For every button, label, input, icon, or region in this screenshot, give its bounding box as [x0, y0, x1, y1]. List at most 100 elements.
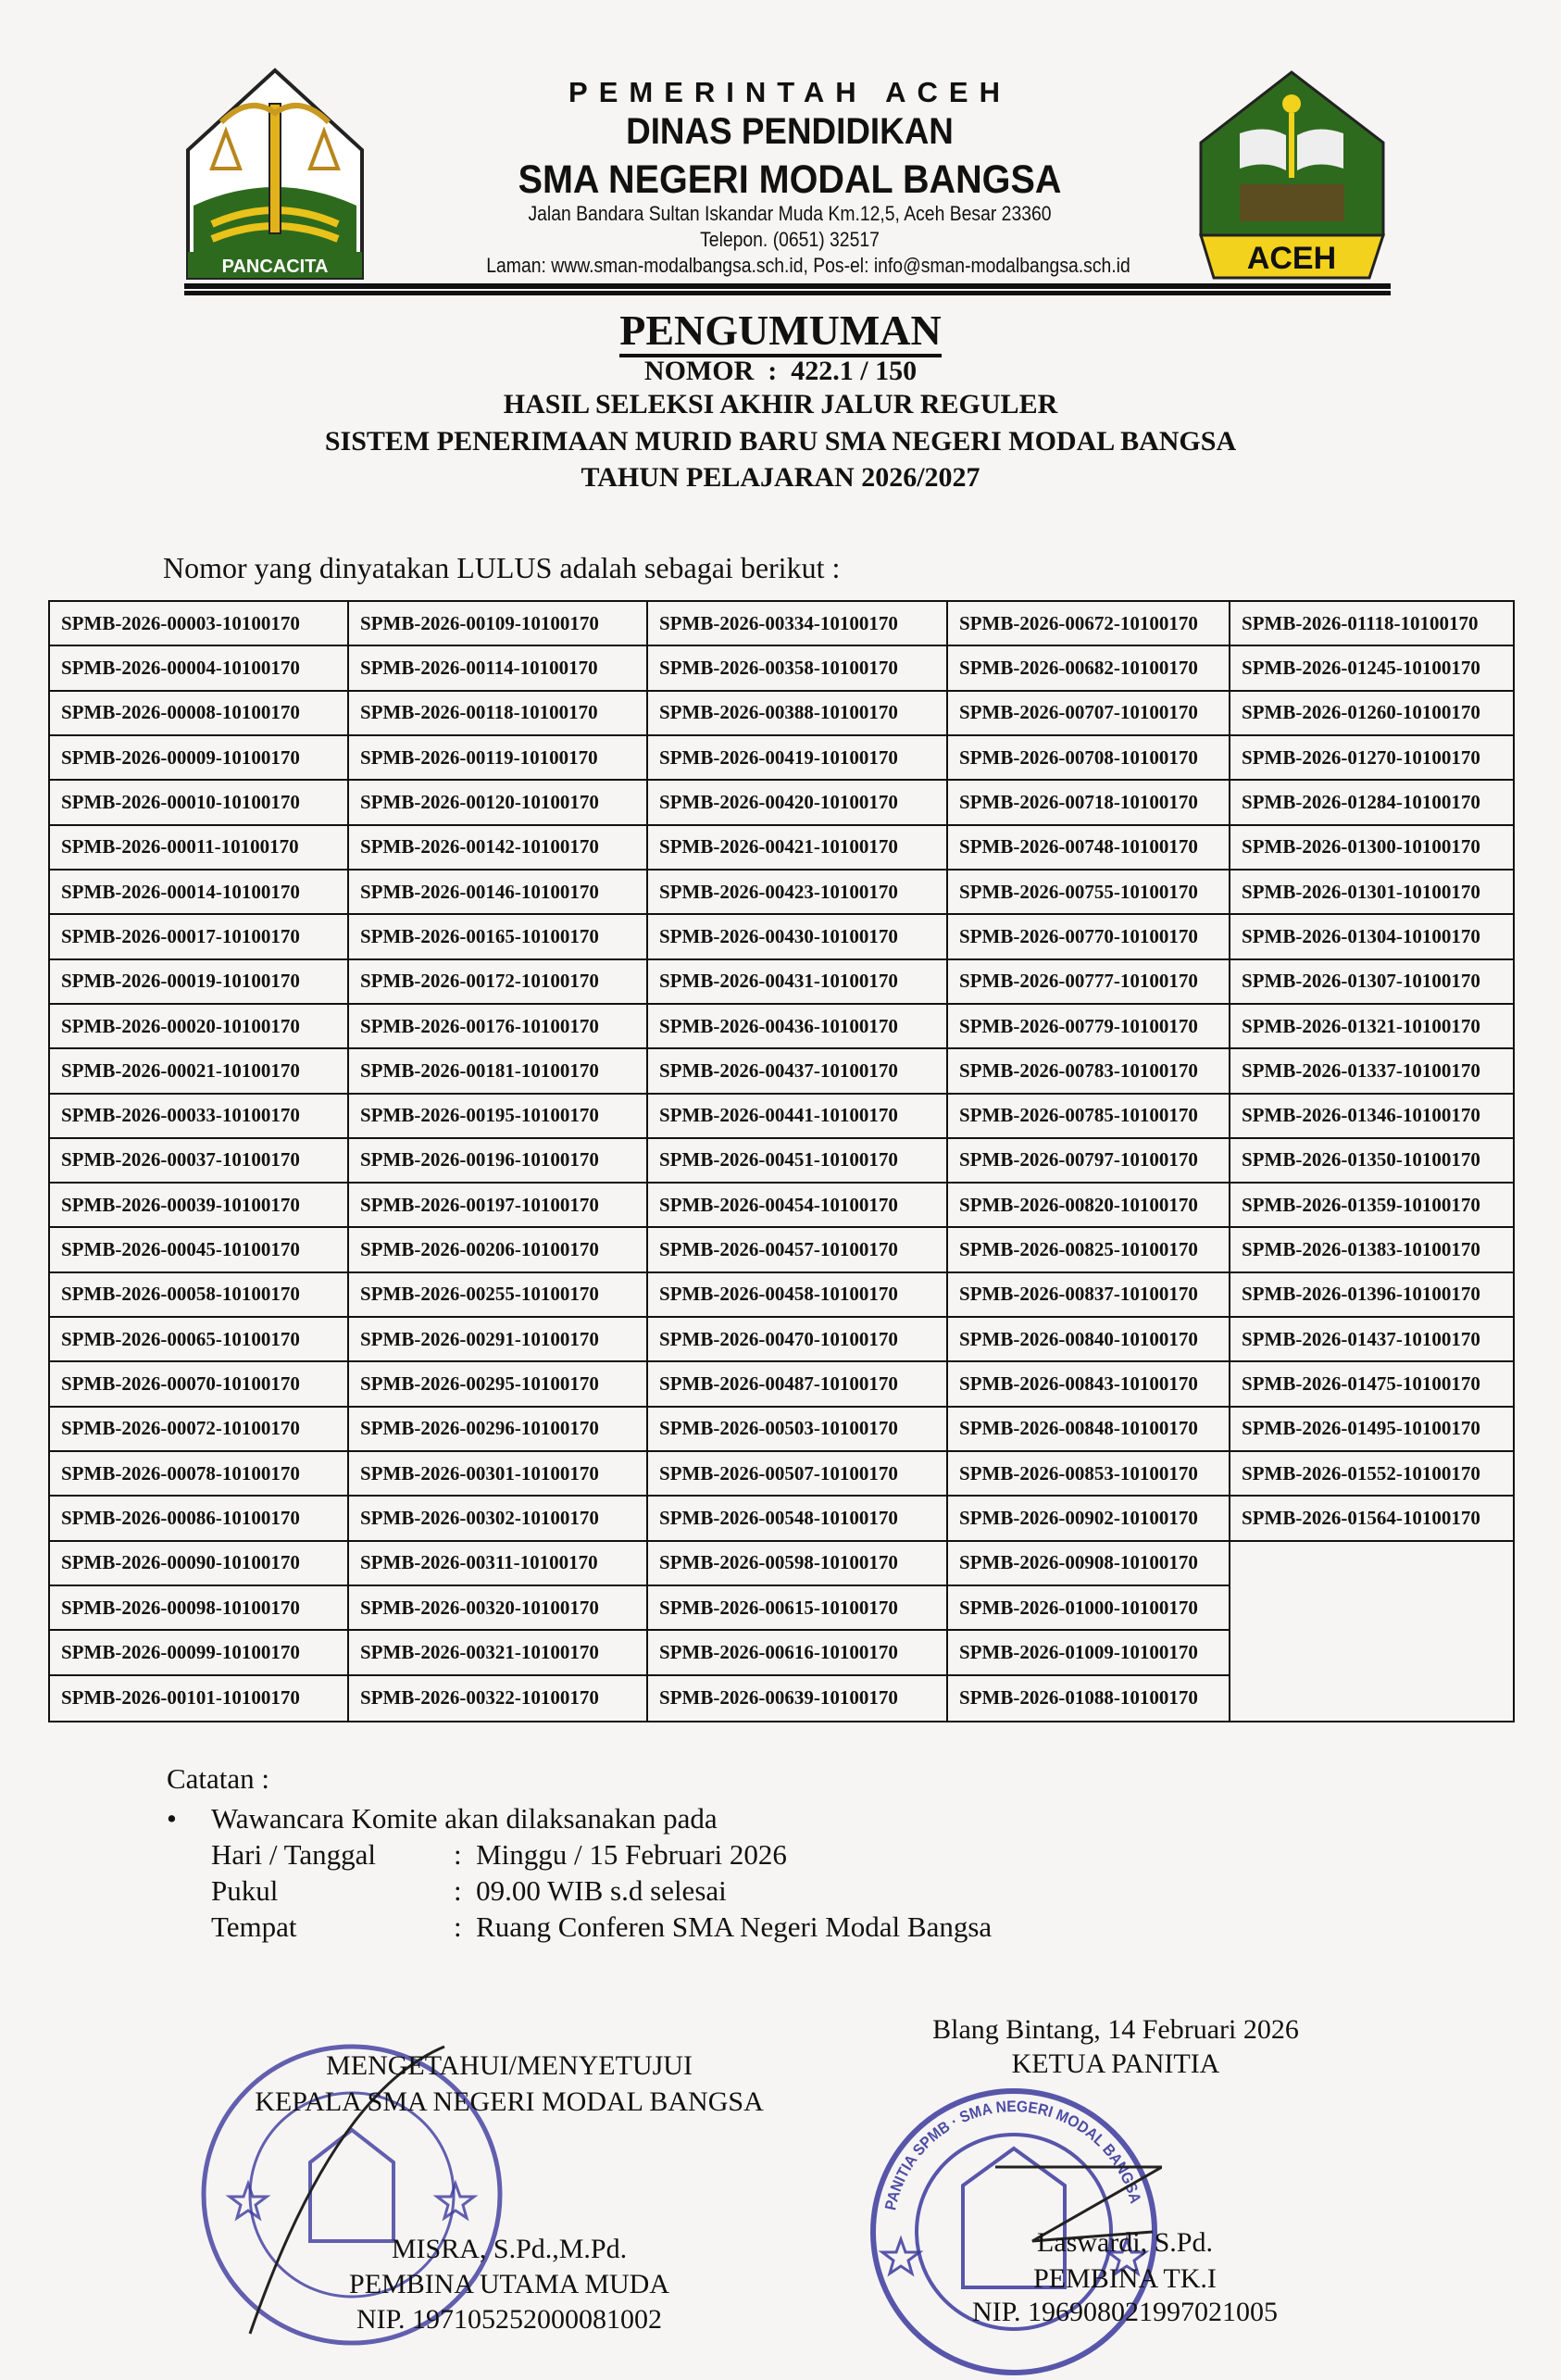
- passed-numbers-table: SPMB-2026-00003-10100170 SPMB-2026-00109-…: [48, 600, 1515, 1722]
- notes-bullet: Wawancara Komite akan dilaksanakan pada: [211, 1802, 718, 1835]
- announcement-subject-1: HASIL SELEKSI AKHIR JALUR REGULER: [503, 389, 1058, 420]
- passed-number-cell: SPMB-2026-00196-10100170: [349, 1138, 648, 1184]
- passed-number-cell: SPMB-2026-00548-10100170: [648, 1497, 948, 1542]
- passed-number-cell: SPMB-2026-00021-10100170: [50, 1049, 349, 1095]
- right-signatory-nip: NIP. 196908021997021005: [971, 2297, 1278, 2327]
- passed-number-cell: SPMB-2026-00058-10100170: [50, 1272, 349, 1319]
- left-stamp: [201, 2044, 503, 2346]
- passed-number-cell: SPMB-2026-01346-10100170: [1230, 1095, 1513, 1139]
- passed-number-cell: SPMB-2026-00334-10100170: [648, 602, 948, 647]
- passed-number-cell: SPMB-2026-00825-10100170: [948, 1228, 1230, 1273]
- passed-number-cell: SPMB-2026-00146-10100170: [349, 870, 648, 916]
- passed-number-cell: SPMB-2026-00296-10100170: [349, 1407, 648, 1453]
- passed-number-cell: SPMB-2026-01359-10100170: [1230, 1184, 1513, 1229]
- passed-number-cell: SPMB-2026-00672-10100170: [948, 602, 1230, 647]
- right-signatory-title: KETUA PANITIA: [1011, 2048, 1220, 2079]
- passed-number-cell: SPMB-2026-00616-10100170: [648, 1631, 948, 1676]
- passed-number-cell: SPMB-2026-00783-10100170: [948, 1049, 1230, 1095]
- passed-number-cell: SPMB-2026-00090-10100170: [50, 1541, 349, 1587]
- passed-number-cell: SPMB-2026-01000-10100170: [948, 1586, 1230, 1632]
- passed-number-cell: SPMB-2026-00708-10100170: [948, 735, 1230, 782]
- school-address: Jalan Bandara Sultan Iskandar Muda Km.12…: [528, 202, 1052, 225]
- passed-number-cell: SPMB-2026-00321-10100170: [349, 1631, 648, 1676]
- star-icon: [1104, 2235, 1150, 2277]
- passed-number-cell: SPMB-2026-00033-10100170: [50, 1094, 349, 1139]
- school-web-email: Laman: www.sman-modalbangsa.sch.id, Pos-…: [486, 254, 1130, 277]
- passed-number-cell: SPMB-2026-00078-10100170: [50, 1452, 349, 1497]
- passed-number-cell: SPMB-2026-00419-10100170: [648, 735, 948, 782]
- passed-number-cell: SPMB-2026-00457-10100170: [648, 1228, 948, 1273]
- passed-number-cell: SPMB-2026-00302-10100170: [349, 1497, 648, 1542]
- passed-number-cell: SPMB-2026-00065-10100170: [50, 1318, 349, 1363]
- empty-cell: [1230, 1542, 1513, 1721]
- passed-number-cell: SPMB-2026-00099-10100170: [50, 1631, 349, 1676]
- passed-number-cell: SPMB-2026-00109-10100170: [349, 602, 648, 647]
- passed-number-cell: SPMB-2026-00118-10100170: [349, 691, 648, 736]
- passed-number-cell: SPMB-2026-00837-10100170: [948, 1272, 1230, 1319]
- passed-number-cell: SPMB-2026-01245-10100170: [1230, 646, 1513, 692]
- pancacita-logo-text: PANCACITA: [222, 257, 329, 277]
- passed-number-cell: SPMB-2026-01495-10100170: [1230, 1408, 1513, 1453]
- passed-number-cell: SPMB-2026-00142-10100170: [349, 825, 648, 871]
- star-icon: [432, 2179, 479, 2222]
- passed-number-cell: SPMB-2026-00101-10100170: [50, 1675, 349, 1721]
- passed-number-cell: SPMB-2026-00779-10100170: [948, 1004, 1230, 1050]
- passed-number-cell: SPMB-2026-00908-10100170: [948, 1541, 1230, 1587]
- passed-number-cell: SPMB-2026-00172-10100170: [349, 959, 648, 1005]
- passed-number-cell: SPMB-2026-00436-10100170: [648, 1004, 948, 1050]
- passed-number-cell: SPMB-2026-00008-10100170: [50, 691, 349, 736]
- passed-number-cell: SPMB-2026-00120-10100170: [349, 781, 648, 826]
- passed-number-cell: SPMB-2026-00718-10100170: [948, 781, 1230, 826]
- school-phone: Telepon. (0651) 32517: [700, 228, 880, 251]
- passed-number-cell: SPMB-2026-00598-10100170: [648, 1541, 948, 1587]
- passed-number-cell: SPMB-2026-00487-10100170: [648, 1362, 948, 1408]
- passed-number-cell: SPMB-2026-01475-10100170: [1230, 1362, 1513, 1408]
- passed-number-cell: SPMB-2026-00421-10100170: [648, 825, 948, 871]
- intro-text: Nomor yang dinyatakan LULUS adalah sebag…: [163, 551, 841, 584]
- passed-number-cell: SPMB-2026-00358-10100170: [648, 646, 948, 692]
- passed-number-cell: SPMB-2026-00785-10100170: [948, 1094, 1230, 1139]
- passed-number-cell: SPMB-2026-00470-10100170: [648, 1318, 948, 1363]
- passed-number-cell: SPMB-2026-01009-10100170: [948, 1631, 1230, 1676]
- passed-number-cell: SPMB-2026-00320-10100170: [349, 1586, 648, 1632]
- left-approval-label: MENGETAHUI/MENYETUJUI: [326, 2050, 693, 2081]
- passed-number-cell: SPMB-2026-00777-10100170: [948, 959, 1230, 1005]
- passed-number-cell: SPMB-2026-01260-10100170: [1230, 692, 1513, 736]
- star-icon: [878, 2235, 924, 2277]
- passed-number-cell: SPMB-2026-01337-10100170: [1230, 1049, 1513, 1095]
- passed-number-cell: SPMB-2026-00072-10100170: [50, 1407, 349, 1453]
- notes-value-time: : 09.00 WIB s.d selesai: [454, 1874, 727, 1907]
- passed-number-cell: SPMB-2026-00507-10100170: [648, 1452, 948, 1497]
- passed-number-cell: SPMB-2026-00311-10100170: [349, 1541, 648, 1587]
- announcement-title: PENGUMUMAN: [0, 306, 1561, 357]
- passed-number-cell: SPMB-2026-00114-10100170: [349, 646, 648, 692]
- notes-label-date: Hari / Tanggal: [211, 1838, 377, 1871]
- passed-number-cell: SPMB-2026-00009-10100170: [50, 735, 349, 782]
- passed-number-cell: SPMB-2026-00503-10100170: [648, 1407, 948, 1453]
- passed-number-cell: SPMB-2026-00388-10100170: [648, 691, 948, 736]
- place-date: Blang Bintang, 14 Februari 2026: [932, 2014, 1299, 2045]
- passed-number-cell: SPMB-2026-00853-10100170: [948, 1452, 1230, 1497]
- passed-number-cell: SPMB-2026-01088-10100170: [948, 1675, 1230, 1721]
- passed-number-cell: SPMB-2026-00451-10100170: [648, 1138, 948, 1184]
- letterhead-divider: [184, 283, 1391, 291]
- passed-number-cell: SPMB-2026-00003-10100170: [50, 602, 349, 647]
- passed-number-cell: SPMB-2026-00441-10100170: [648, 1094, 948, 1139]
- passed-number-cell: SPMB-2026-01118-10100170: [1230, 602, 1513, 647]
- passed-number-cell: SPMB-2026-00454-10100170: [648, 1184, 948, 1229]
- passed-number-cell: SPMB-2026-00070-10100170: [50, 1362, 349, 1408]
- passed-number-cell: SPMB-2026-00020-10100170: [50, 1004, 349, 1050]
- passed-number-cell: SPMB-2026-00820-10100170: [948, 1184, 1230, 1229]
- right-signatory-name: Laswardi, S.Pd.: [1037, 2227, 1213, 2258]
- passed-number-cell: SPMB-2026-00848-10100170: [948, 1407, 1230, 1453]
- passed-number-cell: SPMB-2026-00840-10100170: [948, 1318, 1230, 1363]
- passed-number-cell: SPMB-2026-00431-10100170: [648, 959, 948, 1005]
- left-signatory-name: MISRA, S.Pd.,M.Pd.: [391, 2234, 628, 2264]
- passed-number-cell: SPMB-2026-01300-10100170: [1230, 826, 1513, 871]
- passed-number-cell: SPMB-2026-00119-10100170: [349, 735, 648, 782]
- passed-number-cell: SPMB-2026-01437-10100170: [1230, 1318, 1513, 1363]
- right-stamp: PANITIA SPMB · SMA NEGERI MODAL BANGSA: [870, 2088, 1162, 2375]
- passed-number-cell: SPMB-2026-00176-10100170: [349, 1004, 648, 1050]
- passed-number-cell: SPMB-2026-01396-10100170: [1230, 1273, 1513, 1319]
- passed-number-cell: SPMB-2026-00755-10100170: [948, 870, 1230, 916]
